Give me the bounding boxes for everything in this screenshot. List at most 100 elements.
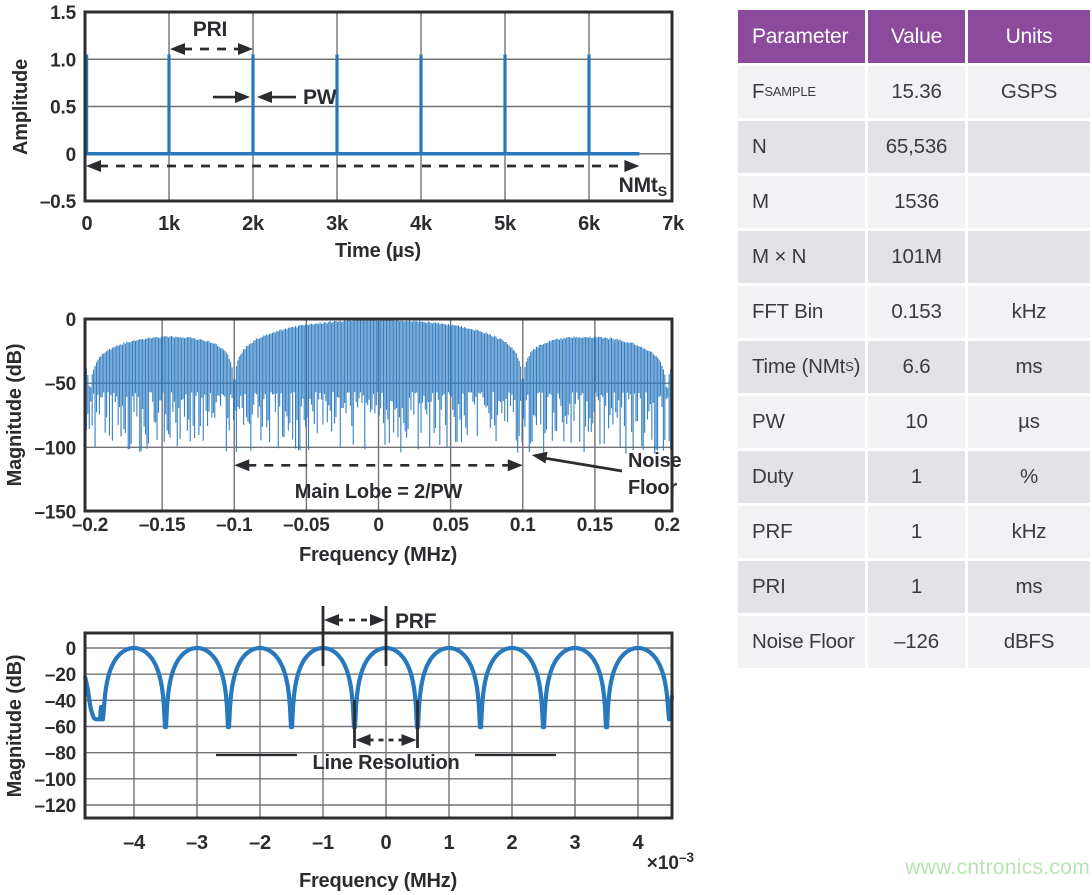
param-cell: M × N (738, 230, 865, 283)
table-header-parameter: Parameter (738, 10, 865, 63)
table-row: Noise Floor –126 dBFS (738, 615, 1090, 668)
param-cell: F SAMPLE (738, 65, 865, 118)
y-tick: –50 (45, 374, 76, 395)
x-tick: 5k (494, 213, 517, 235)
fine-spectrum-chart: PRF Line Resolution –4 –3 –2 –1 0 1 2 3 4 0 –20 –40 –6… (4, 606, 694, 892)
y-tick: –20 (45, 665, 76, 686)
y-axis-title: Magnitude (dB) (4, 344, 26, 487)
y-tick: –0.5 (40, 192, 77, 213)
units-cell: ms (968, 340, 1090, 393)
fine-spectrum-trace (82, 645, 675, 730)
value-cell: 65,536 (868, 120, 965, 173)
units-cell (968, 230, 1090, 283)
y-axis-title: Amplitude (10, 59, 32, 155)
param-cell: PW (738, 395, 865, 448)
units-cell: dBFS (968, 615, 1090, 668)
table-row: PRF 1 kHz (738, 505, 1090, 558)
x-tick: –1 (312, 832, 334, 854)
x-tick: –0.15 (139, 515, 186, 536)
units-cell: µs (968, 395, 1090, 448)
noise-floor-label: Noise (628, 450, 682, 472)
nmts-label: NMtS (619, 174, 667, 200)
units-cell: kHz (968, 505, 1090, 558)
value-cell: 101M (868, 230, 965, 283)
table-header-value: Value (868, 10, 965, 63)
x-tick: 4k (410, 213, 433, 235)
value-cell: 6.6 (868, 340, 965, 393)
x-tick: –2 (249, 832, 271, 854)
table-row: Duty 1% (738, 450, 1090, 503)
y-tick: –40 (45, 691, 76, 712)
table-row: F SAMPLE 15.36 GSPS (738, 65, 1090, 118)
x-axis-title: Time (µs) (335, 240, 421, 262)
table-row: M × N 101M (738, 230, 1090, 283)
x-scale-label: ×10–3 (647, 850, 695, 874)
param-cell: PRF (738, 505, 865, 558)
value-cell: 1536 (868, 175, 965, 228)
value-cell: –126 (868, 615, 965, 668)
watermark: www.cntronics.com (905, 856, 1090, 879)
x-axis-title: Frequency (MHz) (299, 870, 457, 892)
pulse-spectrum-chart: Main Lobe = 2/PW Noise Floor –0.2 –0.15 –0.1 –… (4, 310, 682, 566)
x-tick: 0.2 (654, 515, 680, 536)
y-tick: 0 (66, 639, 76, 660)
param-cell: FFT Bin (738, 285, 865, 338)
x-tick: 4 (633, 832, 645, 854)
units-cell (968, 120, 1090, 173)
x-tick: 6k (578, 213, 601, 235)
y-tick: –120 (35, 796, 76, 817)
x-tick: 0.05 (433, 515, 470, 536)
param-cell: M (738, 175, 865, 228)
y-tick: 1.5 (50, 3, 76, 24)
noise-floor-label: Floor (628, 477, 677, 499)
units-cell: ms (968, 560, 1090, 613)
x-tick: 0 (373, 515, 383, 536)
value-cell: 10 (868, 395, 965, 448)
value-cell: 0.153 (868, 285, 965, 338)
y-tick: –100 (35, 438, 76, 459)
y-tick: 0 (66, 310, 76, 331)
param-cell: PRI (738, 560, 865, 613)
x-tick: –0.05 (283, 515, 330, 536)
param-cell: Duty (738, 450, 865, 503)
x-tick: 1 (444, 832, 455, 854)
pw-label: PW (303, 86, 337, 109)
table-row: PW 10 µs (738, 395, 1090, 448)
table-header-units: Units (968, 10, 1090, 63)
x-tick: 0 (82, 213, 93, 235)
x-tick: 0 (381, 832, 392, 854)
param-cell: Time (NMt S) (738, 340, 865, 393)
x-tick: 3k (326, 213, 349, 235)
y-tick: –60 (45, 717, 76, 738)
table-row: FFT Bin 0.153 kHz (738, 285, 1090, 338)
value-cell: 15.36 (868, 65, 965, 118)
x-tick: –4 (123, 832, 146, 854)
x-tick: 7k (662, 213, 685, 235)
x-axis-title: Frequency (MHz) (299, 544, 457, 566)
units-cell: kHz (968, 285, 1090, 338)
param-cell: Noise Floor (738, 615, 865, 668)
table-row: Time (NMt S) 6.6 ms (738, 340, 1090, 393)
table-row: N 65,536 (738, 120, 1090, 173)
x-tick: 3 (570, 832, 581, 854)
value-cell: 1 (868, 450, 965, 503)
value-cell: 1 (868, 560, 965, 613)
value-cell: 1 (868, 505, 965, 558)
y-tick: 0.5 (50, 98, 76, 119)
y-axis-title: Magnitude (dB) (4, 655, 26, 798)
table-body: F SAMPLE 15.36 GSPS N 65,536 M 1536 M × N 101M FFT… (738, 65, 1090, 668)
x-tick: –0.2 (72, 515, 108, 536)
y-tick: 1.0 (50, 50, 76, 71)
units-cell (968, 175, 1090, 228)
x-tick: –3 (186, 832, 208, 854)
spectral-lines (84, 319, 673, 454)
prf-label: PRF (395, 610, 437, 633)
x-tick: 2 (507, 832, 518, 854)
table-header-row: Parameter Value Units (738, 10, 1090, 63)
y-tick: 0 (66, 145, 76, 166)
units-cell: GSPS (968, 65, 1090, 118)
y-tick: –100 (35, 770, 76, 791)
